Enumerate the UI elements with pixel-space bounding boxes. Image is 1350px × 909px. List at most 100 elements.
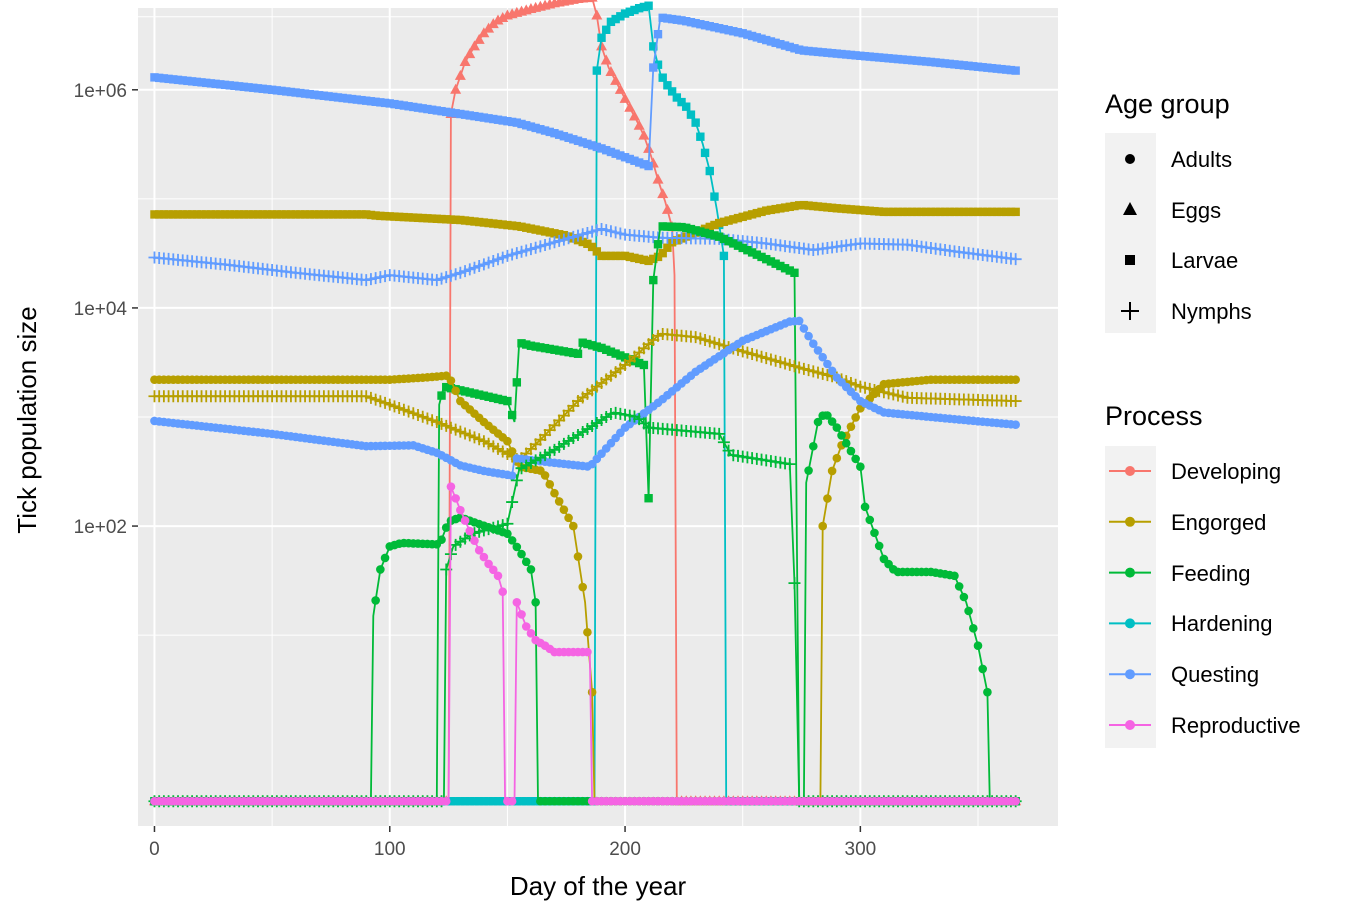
data-point bbox=[639, 2, 649, 12]
data-point bbox=[733, 213, 743, 223]
data-point bbox=[959, 61, 969, 70]
data-point bbox=[479, 391, 489, 400]
data-point bbox=[771, 204, 780, 214]
data-point bbox=[663, 222, 672, 231]
data-point bbox=[841, 438, 851, 448]
data-point bbox=[691, 19, 700, 28]
legend-key-dot bbox=[1125, 669, 1135, 680]
data-point bbox=[300, 210, 310, 219]
data-point bbox=[484, 797, 493, 806]
data-point bbox=[954, 60, 964, 70]
data-point bbox=[460, 797, 470, 806]
data-point bbox=[474, 797, 484, 806]
data-point bbox=[931, 58, 940, 67]
data-point bbox=[423, 214, 432, 223]
data-point bbox=[578, 582, 588, 592]
data-point bbox=[992, 64, 1002, 73]
data-point bbox=[493, 219, 503, 229]
data-point bbox=[644, 494, 653, 503]
data-point bbox=[1011, 207, 1020, 217]
data-point bbox=[860, 206, 870, 215]
data-point bbox=[686, 18, 696, 27]
data-point bbox=[526, 122, 536, 131]
data-point bbox=[1011, 796, 1020, 806]
data-point bbox=[606, 17, 616, 27]
data-point bbox=[771, 38, 780, 48]
data-point bbox=[973, 62, 983, 71]
data-point bbox=[526, 341, 536, 350]
data-point bbox=[846, 205, 856, 214]
data-point bbox=[700, 228, 710, 238]
data-point bbox=[536, 125, 545, 134]
data-point bbox=[489, 797, 498, 806]
data-point bbox=[522, 223, 531, 232]
data-point bbox=[554, 230, 564, 239]
data-point bbox=[634, 3, 644, 13]
data-point bbox=[503, 220, 512, 230]
data-point bbox=[573, 349, 583, 358]
data-point bbox=[652, 173, 664, 184]
data-point bbox=[249, 210, 258, 219]
data-point bbox=[724, 216, 733, 225]
data-point bbox=[672, 93, 682, 102]
data-point bbox=[446, 797, 456, 806]
data-point bbox=[451, 215, 460, 224]
data-point bbox=[456, 797, 465, 806]
legend-reproductive-label: Reproductive bbox=[1171, 713, 1301, 738]
data-point bbox=[244, 210, 253, 219]
data-point bbox=[616, 151, 625, 160]
data-point bbox=[620, 353, 630, 362]
data-point bbox=[498, 220, 507, 229]
data-point bbox=[460, 516, 470, 525]
data-point bbox=[936, 207, 945, 217]
data-point bbox=[954, 582, 964, 591]
series-engorged-nymphs bbox=[148, 327, 1022, 466]
data-point bbox=[531, 342, 540, 351]
data-point bbox=[338, 93, 347, 103]
data-point bbox=[282, 87, 291, 96]
data-point bbox=[465, 526, 475, 536]
legend-process: Process Developing Engorged Feeding Hard… bbox=[1105, 401, 1301, 748]
data-point bbox=[860, 52, 870, 61]
data-point bbox=[762, 254, 771, 264]
data-point bbox=[865, 206, 874, 215]
series-layer bbox=[148, 0, 1022, 808]
data-point bbox=[625, 252, 634, 262]
data-point bbox=[460, 216, 470, 225]
data-point bbox=[437, 535, 446, 544]
data-point bbox=[371, 97, 380, 106]
data-point bbox=[809, 201, 818, 211]
data-point bbox=[253, 84, 263, 93]
data-point bbox=[733, 241, 743, 250]
data-point bbox=[870, 528, 879, 538]
data-point bbox=[639, 360, 649, 370]
data-point bbox=[507, 410, 517, 420]
data-point bbox=[498, 395, 507, 405]
data-point bbox=[865, 52, 874, 61]
data-point bbox=[441, 523, 451, 532]
data-point bbox=[178, 76, 187, 85]
data-point bbox=[451, 797, 460, 806]
data-point bbox=[597, 144, 606, 153]
data-point bbox=[691, 226, 700, 235]
data-point bbox=[498, 797, 507, 806]
data-point bbox=[912, 207, 922, 217]
data-point bbox=[710, 220, 719, 230]
data-point bbox=[587, 242, 597, 252]
data-point bbox=[154, 210, 164, 219]
data-point bbox=[465, 797, 474, 806]
data-point bbox=[540, 471, 550, 480]
data-point bbox=[197, 78, 206, 87]
data-point bbox=[743, 30, 752, 39]
data-point bbox=[536, 226, 545, 235]
data-point bbox=[757, 34, 766, 43]
data-point bbox=[823, 203, 832, 212]
data-point bbox=[456, 215, 465, 225]
data-point bbox=[611, 149, 620, 158]
data-point bbox=[470, 797, 479, 806]
data-point bbox=[239, 210, 249, 219]
data-point bbox=[809, 47, 818, 56]
data-point bbox=[376, 98, 385, 107]
data-point bbox=[545, 228, 554, 237]
